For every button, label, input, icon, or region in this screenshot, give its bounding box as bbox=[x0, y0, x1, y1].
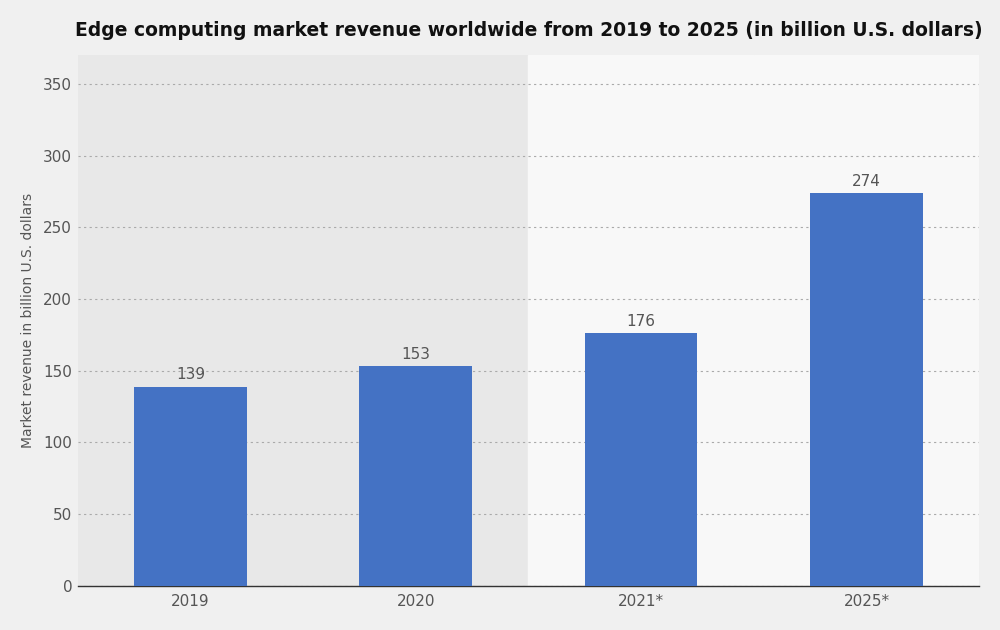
Bar bbox=[359, 367, 472, 586]
Text: 139: 139 bbox=[176, 367, 205, 382]
Bar bbox=[303, 55, 528, 586]
Text: 176: 176 bbox=[627, 314, 656, 329]
Title: Edge computing market revenue worldwide from 2019 to 2025 (in billion U.S. dolla: Edge computing market revenue worldwide … bbox=[75, 21, 982, 40]
Bar bbox=[134, 387, 247, 586]
Text: 274: 274 bbox=[852, 174, 881, 188]
Bar bbox=[528, 55, 754, 586]
Text: 153: 153 bbox=[401, 347, 430, 362]
Bar bbox=[810, 193, 923, 586]
Bar bbox=[78, 55, 303, 586]
Bar bbox=[754, 55, 979, 586]
Y-axis label: Market revenue in billion U.S. dollars: Market revenue in billion U.S. dollars bbox=[21, 193, 35, 448]
Bar bbox=[585, 333, 697, 586]
